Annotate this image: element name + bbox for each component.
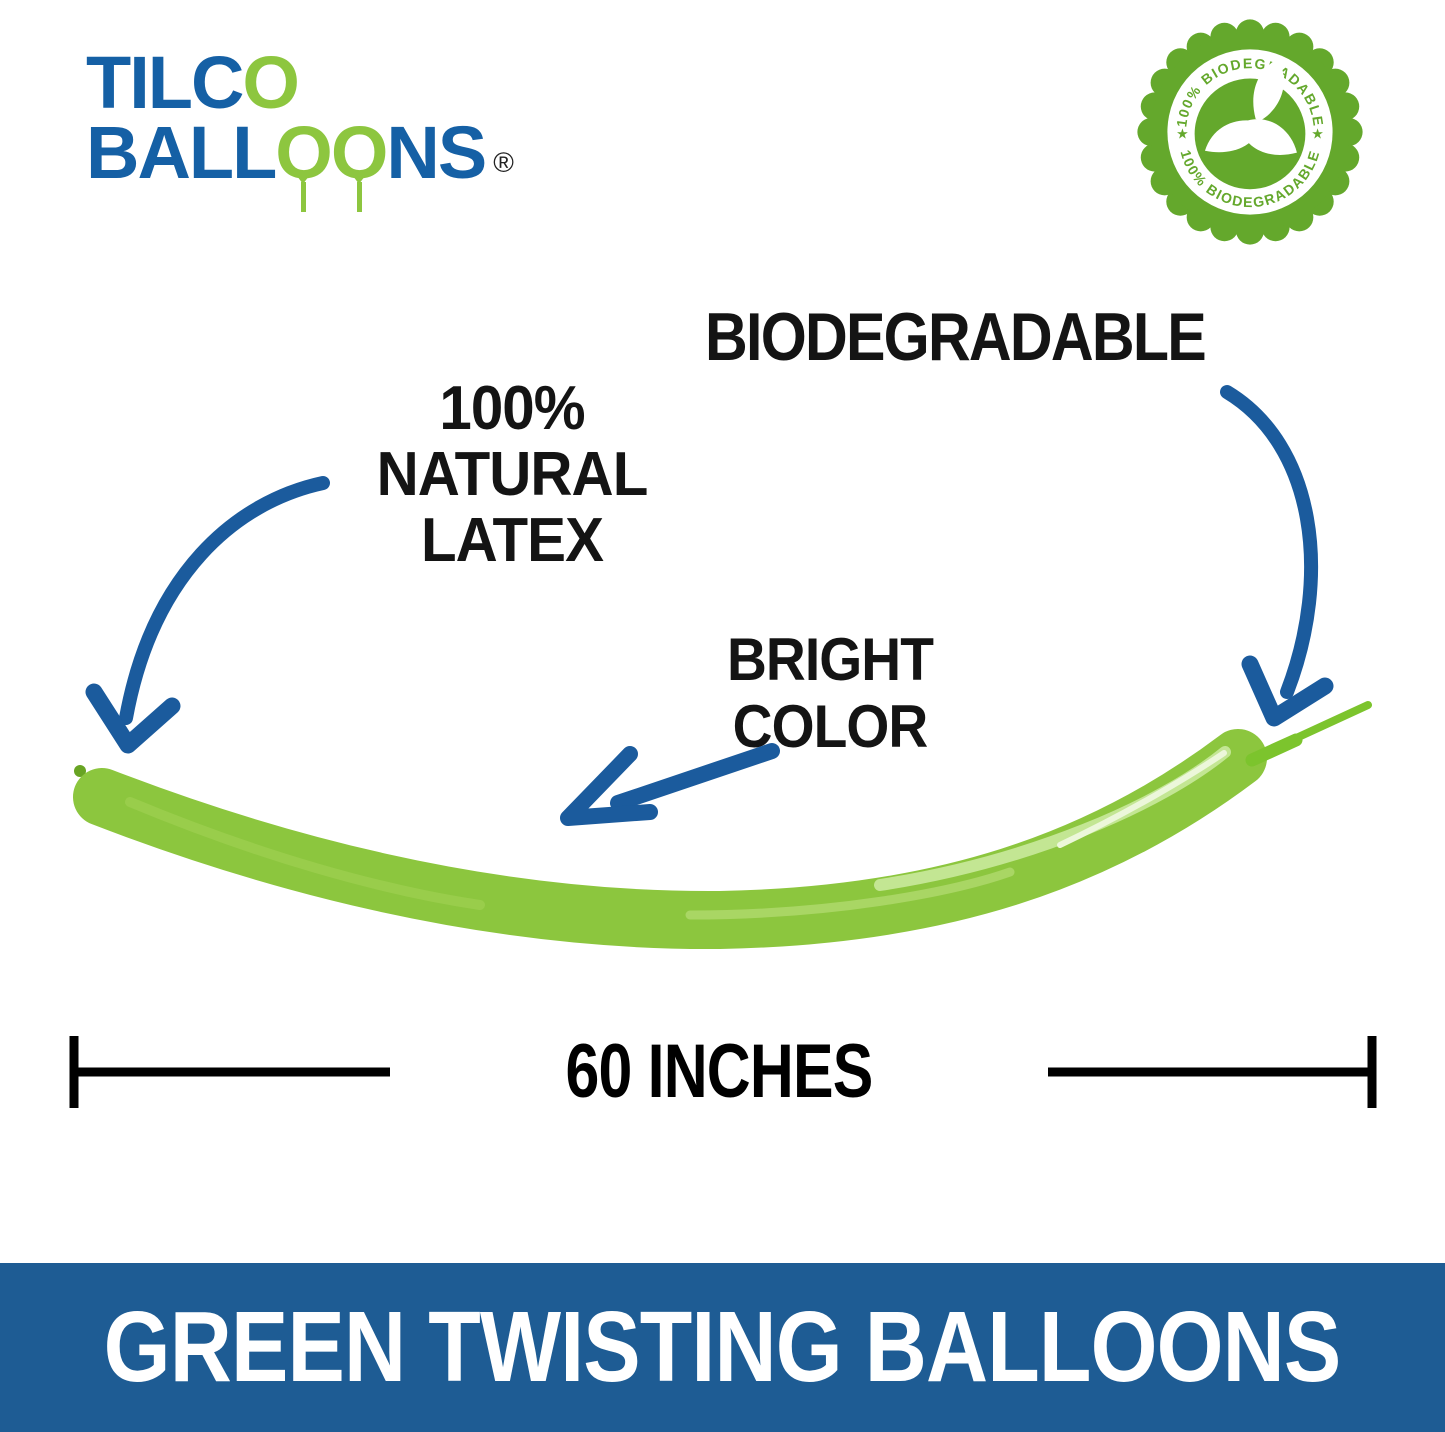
biodegradable-label: BIODEGRADABLE <box>705 299 1207 375</box>
length-label: 60 INCHES <box>565 1029 873 1114</box>
curved-arrow-natural-latex-icon <box>85 476 330 754</box>
measurement-lines <box>69 1036 1377 1108</box>
balloon-highlight <box>125 797 485 910</box>
balloon-o-icon: O <box>275 116 333 213</box>
balloon-knot-icon <box>352 176 365 185</box>
green-balloon-image <box>73 701 1372 950</box>
leaf-icon <box>1204 58 1297 155</box>
balloon-tail-tip <box>1251 701 1372 761</box>
star-icon: ★ <box>1176 126 1189 142</box>
balloon-string-icon <box>356 182 362 213</box>
balloon-string-icon <box>301 182 307 213</box>
product-title: GREEN TWISTING BALLOONS <box>104 1291 1342 1403</box>
star-icon: ★ <box>1311 126 1324 142</box>
curved-arrow-biodegradable-icon <box>1220 385 1334 727</box>
balloon-highlight <box>685 867 1015 920</box>
logo-line1: TILCO <box>86 46 514 120</box>
balloon-o-icon: O <box>331 116 388 213</box>
tilco-balloons-logo: TILCO BALLO O NS ® <box>86 46 514 213</box>
product-title-banner: GREEN TWISTING BALLOONS <box>0 1263 1445 1432</box>
balloon-gloss <box>1057 750 1227 848</box>
logo-text-tilc: TILC <box>86 41 244 124</box>
logo-text-o: O <box>242 41 300 124</box>
arrow-bright-color-icon <box>560 743 780 826</box>
balloon-knot-icon <box>297 176 310 185</box>
biodegradable-badge-icon: 100% BIODEGRADABLE 100% BIODEGRADABLE ★ … <box>1137 19 1363 245</box>
logo-text-ns: NS <box>386 111 487 195</box>
balloon-nozzle-knot <box>74 765 86 777</box>
logo-text-ball: BALL <box>86 111 277 195</box>
natural-latex-label: 100% NATURAL LATEX <box>376 374 649 575</box>
registered-trademark-icon: ® <box>493 147 514 179</box>
logo-line2: BALLO O NS ® <box>86 116 514 213</box>
